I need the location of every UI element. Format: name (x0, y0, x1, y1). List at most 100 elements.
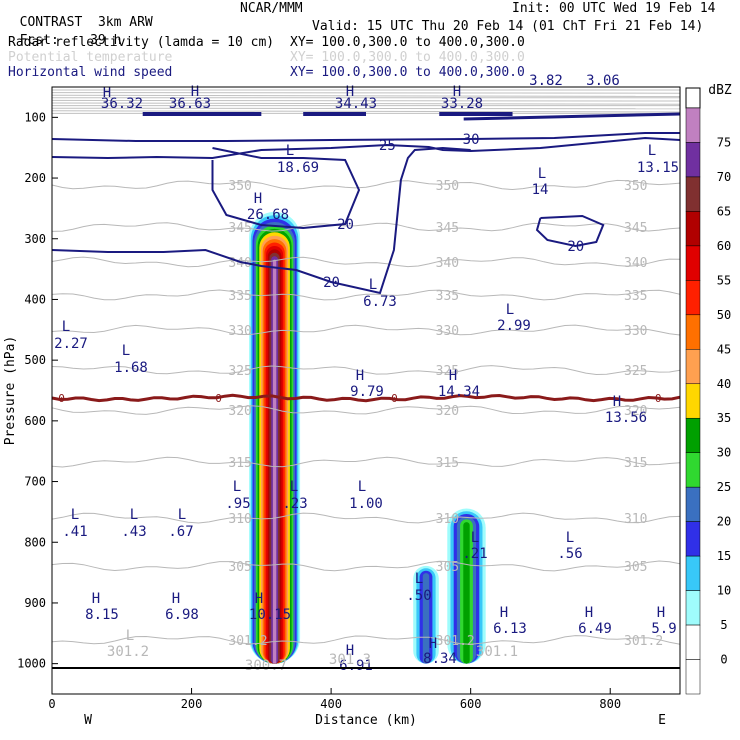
x-tick-label: 400 (320, 697, 342, 711)
jet-core-contour (463, 112, 681, 121)
theta-contour-label: 310 (228, 512, 251, 527)
colorbar-swatch (685, 624, 701, 660)
wind-contour (51, 132, 680, 142)
extremum-label: 8.15 (85, 607, 119, 623)
extremum-label: L (471, 530, 479, 546)
extremum-label: L (290, 479, 298, 495)
fcst-value: 39 h (90, 33, 122, 48)
extremum-label: H (172, 591, 180, 607)
colorbar-tick-label: 5 (720, 618, 727, 632)
colorbar-tick-label: 30 (717, 446, 731, 460)
extremum-label: 13.56 (605, 410, 647, 426)
extremum-label: H (657, 605, 665, 621)
extremum-label: L (71, 507, 79, 523)
reflectivity-layer (249, 211, 486, 664)
extremum-label: H (254, 191, 262, 207)
colorbar-swatch (685, 417, 701, 453)
theta-contour-label: 301.2 (624, 634, 663, 649)
colorbar-tick-label: 10 (717, 584, 731, 598)
extremum-label: 9.79 (350, 384, 384, 400)
extremum-label: .21 (462, 546, 487, 562)
theta-contour-label: 345 (436, 221, 459, 236)
extremum-label: H (92, 591, 100, 607)
extremum-label: L (358, 479, 366, 495)
extremum-label: 300.7 (245, 658, 287, 674)
extremum-label: 36.32 (101, 96, 143, 112)
y-tick-label: 900 (24, 596, 46, 610)
colorbar-swatch (685, 590, 701, 626)
colorbar: dBZ 0 5 10 15 20 25 30 35 40 45 50 55 60 65 70 75 (685, 83, 732, 695)
header-model: CONTRAST 3km ARW (4, 2, 153, 30)
wind-contour-label: 20 (337, 217, 354, 233)
theta-contour (51, 560, 681, 572)
theta-contour-label: 320 (624, 404, 647, 419)
extremum-label: .23 (282, 496, 307, 512)
theta-contour (51, 635, 681, 645)
wind-contour (535, 214, 605, 248)
extremum-label: 6.98 (165, 607, 199, 623)
x-tick-label: 200 (181, 697, 203, 711)
theta-contour-label: 320 (228, 404, 251, 419)
theta-contour-label: 301.2 (228, 634, 267, 649)
x-tick-label: 0 (48, 697, 55, 711)
extremum-label: L (130, 507, 138, 523)
theta-contour-label: 305 (228, 560, 251, 575)
y-tick-label: 400 (24, 292, 46, 306)
colorbar-swatch (685, 659, 701, 695)
extremum-label: H (356, 368, 364, 384)
extremum-label: .56 (557, 546, 582, 562)
extremum-label: L (62, 319, 70, 335)
theta-contour-label: 335 (436, 289, 459, 304)
colorbar-tick-label: 60 (717, 239, 731, 253)
theta-contour-label: 350 (228, 179, 251, 194)
east-label: E (658, 713, 666, 728)
theta-contour-label: 330 (228, 324, 251, 339)
theta-contour-label: 345 (228, 221, 251, 236)
theta-contour-label: 330 (624, 324, 647, 339)
reflectivity-shade (422, 573, 430, 664)
extremum-label: 10.15 (249, 607, 291, 623)
colorbar-tick-label: 25 (717, 480, 731, 494)
field-theta-xy: XY= 100.0,300.0 to 400.0,300.0 (290, 50, 525, 65)
theta-contour-label: 315 (624, 456, 647, 471)
header-org: NCAR/MMM (240, 1, 303, 16)
colorbar-tick-label: 0 (720, 653, 727, 667)
extremum-label: 301.3 (329, 652, 371, 668)
theta-contour (51, 289, 681, 301)
colorbar-swatch (685, 142, 701, 178)
header-valid: Valid: 15 UTC Thu 20 Feb 14 (01 ChT Fri … (312, 19, 704, 34)
y-tick-label: 700 (24, 475, 46, 489)
extremum-label: 13.15 (637, 160, 679, 176)
theta-contour-label: 350 (436, 179, 459, 194)
theta-upper-contour (51, 92, 681, 94)
extremum-label: 1.00 (349, 496, 383, 512)
extremum-label: L (126, 628, 134, 644)
colorbar-unit: dBZ (708, 83, 732, 98)
freezing-level-layer: 0 0 0 0 (51, 392, 681, 405)
y-tick-label: 300 (24, 232, 46, 246)
theta-contour-label: 335 (228, 289, 251, 304)
wind-contour-label: 30 (463, 132, 480, 148)
theta-contour (51, 512, 681, 524)
extremum-label: L (286, 143, 294, 159)
freezing-level-label: 0 (391, 392, 398, 405)
colorbar-swatch (685, 486, 701, 522)
y-tick-label: 100 (24, 110, 46, 124)
wind-contour (51, 136, 681, 160)
theta-contour (51, 365, 681, 376)
theta-contour-label: 330 (436, 324, 459, 339)
field-reflectivity-name: Radar reflectivity (lamda = 10 cm) (8, 35, 275, 50)
colorbar-tick-label: 35 (717, 411, 731, 425)
x-axis-title: Distance (km) (315, 713, 417, 728)
theta-contour-label: 320 (436, 404, 459, 419)
extremum-label: 34.43 (335, 96, 377, 112)
theta-contour-label: 315 (436, 456, 459, 471)
fcst-label: Fcst: (19, 33, 59, 48)
extremum-label: 36.63 (169, 96, 211, 112)
x-tick-label: 600 (460, 697, 482, 711)
wind-contour-label: 20 (323, 275, 340, 291)
freezing-level-line (51, 393, 681, 403)
colorbar-swatch (685, 383, 701, 419)
extremum-label: L (233, 479, 241, 495)
